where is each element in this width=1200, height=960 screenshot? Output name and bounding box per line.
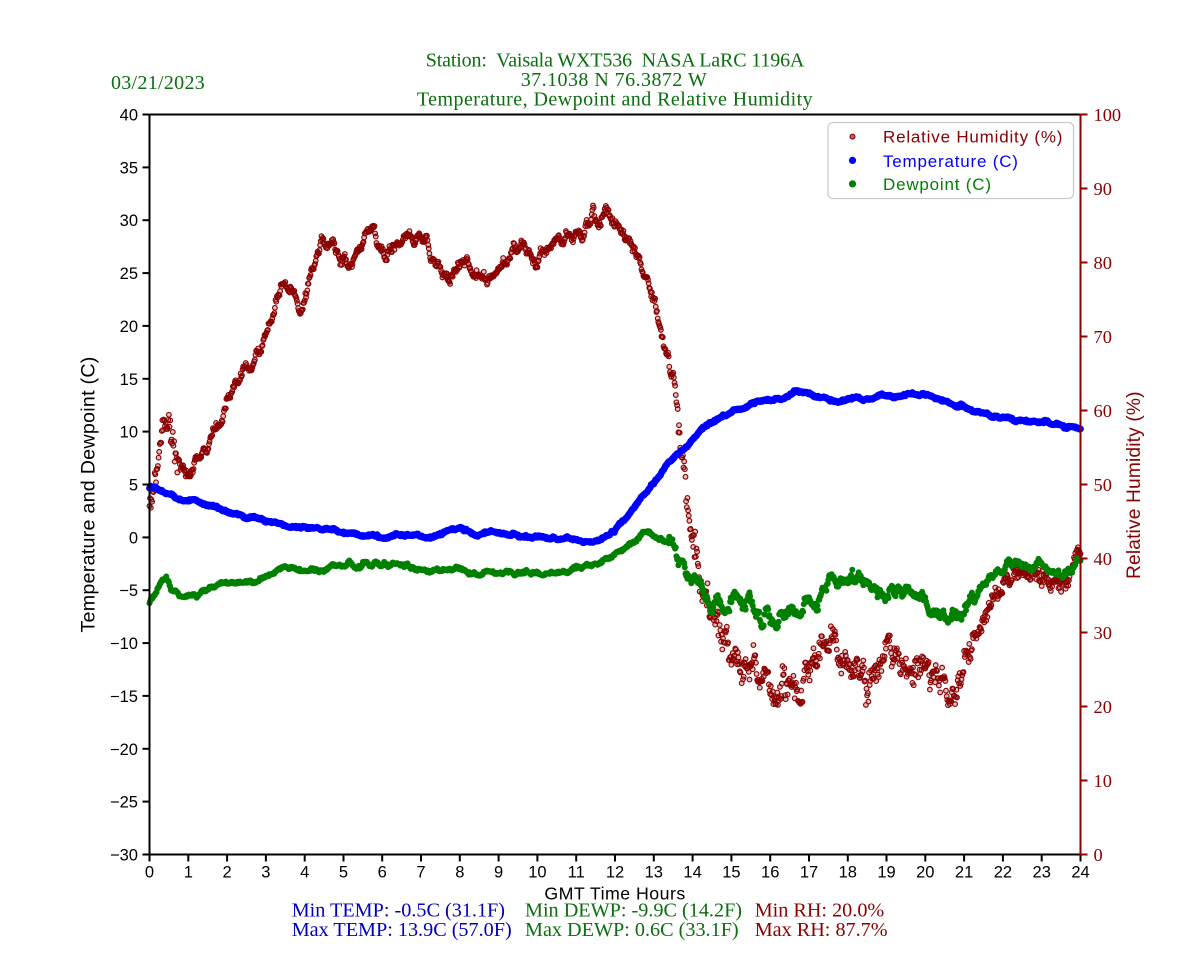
svg-text:80: 80 <box>1094 253 1112 273</box>
svg-text:Min RH: 20.0%: Min RH: 20.0% <box>755 899 885 921</box>
svg-text:Min TEMP: -0.5C (31.1F): Min TEMP: -0.5C (31.1F) <box>292 899 505 921</box>
svg-text:Temperature and Dewpoint (C): Temperature and Dewpoint (C) <box>78 356 100 632</box>
svg-text:100: 100 <box>1094 105 1122 125</box>
svg-text:50: 50 <box>1094 475 1112 495</box>
svg-text:18: 18 <box>839 864 857 882</box>
svg-text:0: 0 <box>1094 845 1103 865</box>
svg-text:22: 22 <box>994 864 1012 882</box>
svg-text:15: 15 <box>722 864 740 882</box>
svg-text:19: 19 <box>877 864 895 882</box>
svg-text:−15: −15 <box>110 688 138 706</box>
svg-text:16: 16 <box>761 864 779 882</box>
svg-text:Relative Humidity (%): Relative Humidity (%) <box>883 128 1063 147</box>
svg-text:Max RH: 87.7%: Max RH: 87.7% <box>755 919 888 941</box>
svg-text:1: 1 <box>184 864 193 882</box>
svg-text:60: 60 <box>1094 401 1112 421</box>
svg-text:9: 9 <box>494 864 503 882</box>
svg-text:Max DEWP: 0.6C (33.1F): Max DEWP: 0.6C (33.1F) <box>525 919 739 941</box>
svg-text:Max TEMP: 13.9C (57.0F): Max TEMP: 13.9C (57.0F) <box>292 919 512 941</box>
svg-text:90: 90 <box>1094 179 1112 199</box>
svg-text:Relative Humidity (%): Relative Humidity (%) <box>1124 391 1145 579</box>
svg-text:10: 10 <box>528 864 546 882</box>
svg-text:13: 13 <box>645 864 663 882</box>
svg-text:20: 20 <box>120 318 138 336</box>
svg-text:−10: −10 <box>110 635 138 653</box>
svg-text:35: 35 <box>120 159 138 177</box>
svg-text:6: 6 <box>378 864 387 882</box>
svg-text:40: 40 <box>120 107 138 125</box>
svg-text:−30: −30 <box>110 847 138 865</box>
svg-text:4: 4 <box>300 864 309 882</box>
svg-text:3: 3 <box>261 864 270 882</box>
svg-text:Min DEWP: -9.9C (14.2F): Min DEWP: -9.9C (14.2F) <box>525 899 742 921</box>
svg-text:20: 20 <box>916 864 934 882</box>
svg-text:14: 14 <box>683 864 701 882</box>
svg-text:23: 23 <box>1033 864 1051 882</box>
svg-text:5: 5 <box>339 864 348 882</box>
svg-text:15: 15 <box>120 371 138 389</box>
svg-text:30: 30 <box>1094 623 1112 643</box>
svg-text:Temperature, Dewpoint and Rela: Temperature, Dewpoint and Relative Humid… <box>417 89 813 111</box>
svg-text:−25: −25 <box>110 794 138 812</box>
svg-text:−5: −5 <box>119 582 138 600</box>
svg-text:Temperature (C): Temperature (C) <box>883 152 1019 171</box>
svg-text:30: 30 <box>120 212 138 230</box>
svg-text:10: 10 <box>120 424 138 442</box>
svg-text:0: 0 <box>129 529 138 547</box>
svg-text:70: 70 <box>1094 327 1112 347</box>
svg-text:−20: −20 <box>110 741 138 759</box>
svg-text:20: 20 <box>1094 697 1112 717</box>
svg-text:24: 24 <box>1071 864 1089 882</box>
svg-text:10: 10 <box>1094 771 1112 791</box>
svg-text:Dewpoint (C): Dewpoint (C) <box>883 175 992 194</box>
svg-text:0: 0 <box>145 864 154 882</box>
svg-text:17: 17 <box>800 864 818 882</box>
svg-text:2: 2 <box>223 864 232 882</box>
svg-text:12: 12 <box>606 864 624 882</box>
svg-text:8: 8 <box>455 864 464 882</box>
svg-text:03/21/2023: 03/21/2023 <box>111 72 205 94</box>
svg-text:40: 40 <box>1094 549 1112 569</box>
svg-text:11: 11 <box>568 864 585 882</box>
svg-text:21: 21 <box>955 864 973 882</box>
svg-text:25: 25 <box>120 265 138 283</box>
svg-text:7: 7 <box>416 864 425 882</box>
svg-text:5: 5 <box>129 477 138 495</box>
